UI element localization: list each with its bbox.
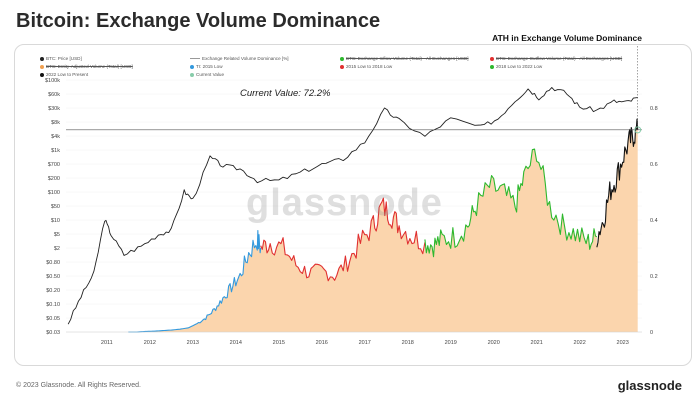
- x-tick-label: 2023: [617, 340, 629, 346]
- legend-item[interactable]: Current Value: [190, 72, 224, 77]
- legend-marker: [190, 72, 194, 77]
- dominance-series: [596, 118, 639, 248]
- x-tick-label: 2012: [144, 340, 156, 346]
- y-left-tick-label: $200: [48, 176, 60, 182]
- current-value-marker: [634, 126, 642, 134]
- legend-item[interactable]: BTC: Exchange Inflow Volume (Total) - Al…: [340, 56, 469, 61]
- y-left-tick-label: $0.20: [46, 288, 60, 294]
- x-tick-label: 2011: [101, 340, 113, 346]
- x-tick-label: 2014: [230, 340, 242, 346]
- entity-volume-area: [128, 119, 638, 332]
- legend-marker: [340, 64, 344, 69]
- legend-label: TI: 2015 Low: [196, 64, 223, 69]
- x-tick-label: 2016: [316, 340, 328, 346]
- legend-marker: [40, 72, 44, 77]
- dominance-series: [128, 229, 262, 333]
- legend-marker: [40, 64, 44, 69]
- legend-label: BTC: Entity-Adjusted Volume (Total) [USD…: [46, 64, 133, 69]
- footer-copyright: © 2023 Glassnode. All Rights Reserved.: [16, 382, 142, 389]
- y-right-tick-label: 0.6: [650, 162, 658, 168]
- y-left-tick-label: $1k: [51, 148, 60, 154]
- x-tick-label: 2015: [273, 340, 285, 346]
- legend-label: BTC: Price [USD]: [46, 56, 82, 61]
- legend-marker: [490, 64, 494, 69]
- legend-item[interactable]: BTC: Entity-Adjusted Volume (Total) [USD…: [40, 64, 133, 69]
- legend-label: Exchange Related Volume Dominance [%]: [202, 56, 289, 61]
- y-left-tick-label: $4k: [51, 134, 60, 140]
- y-left-tick-label: $0.05: [46, 316, 60, 322]
- y-left-tick-label: $0.50: [46, 274, 60, 280]
- y-left-tick-label: $5: [54, 232, 60, 238]
- y-left-tick-label: $0.10: [46, 302, 60, 308]
- chart-title: Bitcoin: Exchange Volume Dominance: [16, 10, 381, 32]
- y-right-tick-label: 0.4: [650, 218, 658, 224]
- legend-marker: [340, 56, 344, 61]
- dominance-series: [260, 197, 426, 282]
- y-left-tick-label: $100k: [45, 78, 60, 84]
- y-left-tick-label: $8k: [51, 120, 60, 126]
- legend-marker: [490, 56, 494, 61]
- legend-label: 2022 Low to Present: [46, 72, 89, 77]
- legend-item[interactable]: BTC: Price [USD]: [40, 56, 82, 61]
- legend-label: 2018 Low to 2022 Low: [496, 64, 543, 69]
- x-tick-label: 2017: [359, 340, 371, 346]
- y-left-tick-label: $60k: [48, 92, 60, 98]
- ath-annotation: ATH in Exchange Volume Dominance: [492, 33, 642, 43]
- legend-item[interactable]: TI: 2015 Low: [190, 64, 223, 69]
- legend-marker: [40, 56, 44, 61]
- y-left-tick-label: $2: [54, 246, 60, 252]
- y-left-tick-label: $0.80: [46, 260, 60, 266]
- y-right-tick-label: 0.8: [650, 106, 658, 112]
- y-right-tick-label: 0: [650, 330, 653, 336]
- watermark: glassnode: [246, 182, 443, 224]
- legend-marker: [190, 58, 200, 59]
- y-right-tick-label: 0.2: [650, 274, 658, 280]
- legend-item[interactable]: Exchange Related Volume Dominance [%]: [190, 56, 289, 61]
- x-tick-label: 2018: [402, 340, 414, 346]
- legend-marker: [190, 64, 194, 69]
- y-left-tick-label: $700: [48, 162, 60, 168]
- price-series: [67, 87, 638, 325]
- y-left-tick-label: $0.03: [46, 330, 60, 336]
- legend-item[interactable]: 2018 Low to 2022 Low: [490, 64, 542, 69]
- legend-label: BTC: Exchange Outflow Volume (Total) - A…: [496, 56, 623, 61]
- y-left-tick-label: $30k: [48, 106, 60, 112]
- legend-label: Current Value: [196, 72, 225, 77]
- legend-label: BTC: Exchange Inflow Volume (Total) - Al…: [346, 56, 469, 61]
- legend-item[interactable]: BTC: Exchange Outflow Volume (Total) - A…: [490, 56, 622, 61]
- current-value-label: Current Value: 72.2%: [240, 88, 331, 99]
- y-left-tick-label: $50: [51, 204, 60, 210]
- y-left-tick-label: $10: [51, 218, 60, 224]
- legend-label: 2015 Low to 2018 Low: [346, 64, 393, 69]
- legend-item[interactable]: 2015 Low to 2018 Low: [340, 64, 392, 69]
- x-tick-label: 2021: [531, 340, 543, 346]
- x-tick-label: 2013: [187, 340, 199, 346]
- x-tick-label: 2019: [445, 340, 457, 346]
- x-tick-label: 2020: [488, 340, 500, 346]
- dominance-series: [424, 148, 598, 258]
- brand-logo: glassnode: [617, 378, 682, 393]
- y-left-tick-label: $100: [48, 190, 60, 196]
- legend-item[interactable]: 2022 Low to Present: [40, 72, 88, 77]
- x-tick-label: 2022: [574, 340, 586, 346]
- chart-legend: BTC: Price [USD] Exchange Related Volume …: [40, 56, 640, 80]
